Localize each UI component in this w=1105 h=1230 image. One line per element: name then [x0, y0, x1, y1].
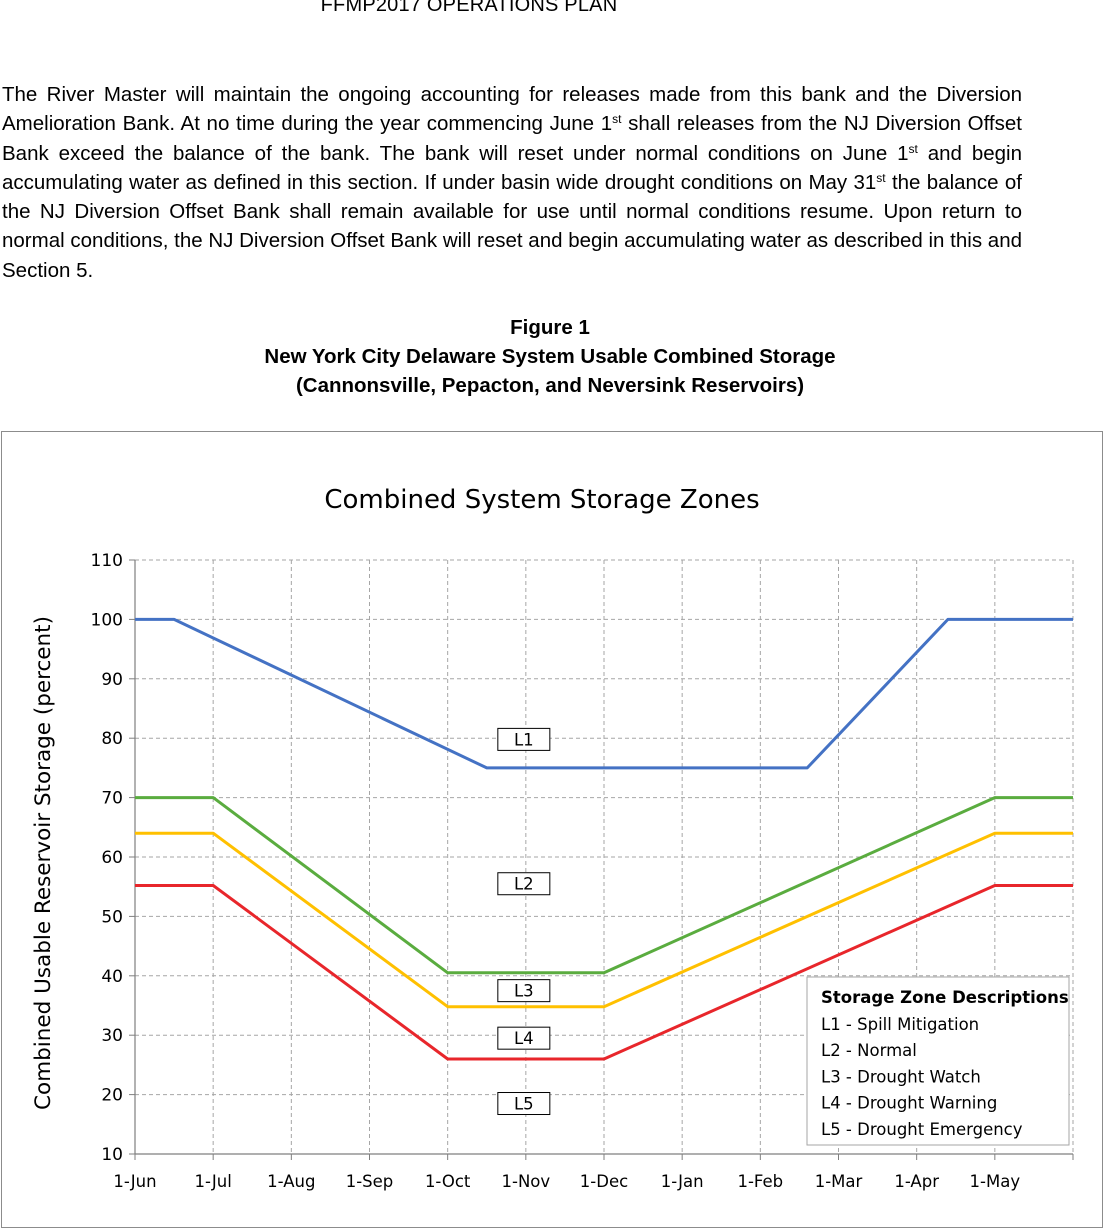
body-line: Diversion Amelioration Bank. At no time … [2, 83, 1022, 136]
legend-box [806, 976, 1070, 1146]
series-line-l4 [135, 884, 1073, 1061]
chart-title: Combined System Storage Zones [324, 485, 759, 515]
y-tick-label: 50 [101, 907, 123, 927]
y-tick-label: 30 [101, 1026, 123, 1046]
legend-item: L2 - Normal [821, 1041, 917, 1060]
legend-item: L1 - Spill Mitigation [821, 1015, 979, 1034]
zone-label-box [497, 1092, 551, 1116]
legend-item: L4 - Drought Warning [821, 1094, 997, 1113]
zone-label: L5 [514, 1095, 534, 1114]
series-line-l2 [135, 796, 1073, 975]
zone-label: L2 [514, 875, 534, 894]
body-line: drought conditions on May 31st the balan… [2, 170, 1023, 224]
zone-label-box [497, 1026, 551, 1050]
y-tick-label: 110 [91, 551, 123, 571]
y-tick-label: 20 [101, 1086, 123, 1106]
zone-label: L3 [514, 982, 534, 1001]
y-tick-label: 90 [101, 670, 123, 690]
figure-title: New York City Delaware System Usable Com… [264, 345, 836, 368]
legend-item: L5 - Drought Emergency [821, 1120, 1023, 1139]
storage-zones-chart: Combined System Storage Zones 10 20 30 40 50 6… [31, 485, 1074, 1191]
x-tick-label: 1-Oct [425, 1172, 471, 1191]
body-line: the NJ Diversion Offset Bank exceed the … [2, 112, 1022, 165]
figure-caption: Figure 1 New York City Delaware System U… [0, 313, 1100, 400]
legend-item: L3 - Drought Watch [821, 1067, 981, 1086]
zone-label-box [497, 872, 551, 896]
body-line: conditions on June 1st and begin accumul… [2, 141, 1022, 194]
page-header: FFMP2017 OPERATIONS PLAN [320, 0, 618, 16]
body-line: The River Master will maintain the ongoi… [2, 83, 928, 106]
figure-subtitle: (Cannonsville, Pepacton, and Neversink R… [295, 374, 805, 397]
y-axis-label: Combined Usable Reservoir Storage (perce… [31, 616, 56, 1110]
series-line-l3 [135, 831, 1073, 1009]
x-tick-label: 1-Aug [267, 1172, 315, 1191]
x-tick-label: 1-Dec [580, 1172, 628, 1191]
legend-title: Storage Zone Descriptions [821, 988, 1069, 1007]
x-tick-label: 1-Apr [894, 1172, 939, 1191]
figure-number: Figure 1 [510, 316, 590, 339]
zone-label: L1 [514, 730, 534, 749]
x-tick-label: 1-Feb [737, 1172, 783, 1191]
x-tick-label: 1-Jan [661, 1172, 704, 1191]
x-tick-label: 1-May [970, 1172, 1021, 1191]
y-tick-label: 80 [101, 729, 123, 749]
y-tick-label: 100 [91, 610, 123, 630]
y-tick-label: 10 [101, 1145, 123, 1165]
y-tick-label: 70 [101, 789, 123, 809]
zone-label-box [497, 979, 551, 1003]
zone-label-box [497, 727, 551, 751]
x-tick-label: 1-Mar [815, 1172, 863, 1191]
x-tick-label: 1-Sep [346, 1172, 394, 1191]
x-tick-label: 1-Jul [195, 1172, 232, 1191]
x-tick-label: 1-Jun [113, 1172, 156, 1191]
series-line-l1 [135, 617, 1073, 770]
y-tick-label: 40 [101, 967, 123, 987]
chart-frame: Combined System Storage Zones 10 20 30 40 50 6… [1, 431, 1103, 1228]
zone-label: L4 [514, 1029, 534, 1048]
body-line: Bank will reset and begin accumulating w… [2, 229, 1023, 282]
body-paragraph: The River Master will maintain the ongoi… [2, 80, 1022, 285]
y-tick-label: 60 [101, 848, 123, 868]
body-line: for use until normal conditions resume. … [2, 200, 1022, 253]
x-tick-label: 1-Nov [502, 1172, 551, 1191]
